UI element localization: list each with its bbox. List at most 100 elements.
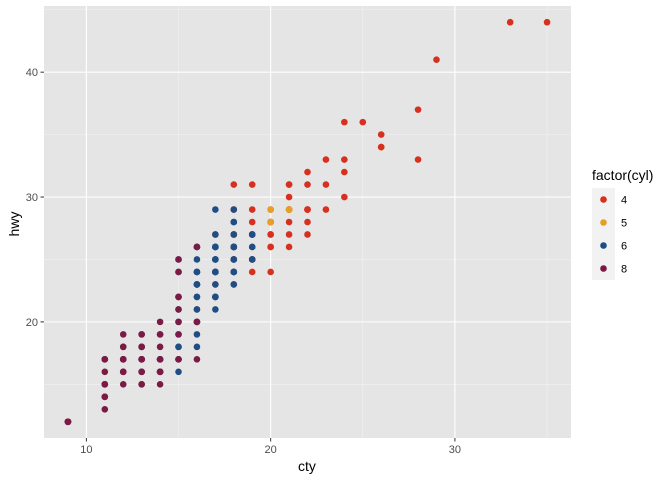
data-point-cyl-6 (193, 281, 201, 288)
data-point-cyl-4 (322, 181, 330, 188)
data-point-cyl-6 (230, 231, 238, 238)
data-point-cyl-8 (119, 368, 127, 376)
legend-swatch-5 (600, 219, 607, 226)
data-point-cyl-6 (212, 256, 219, 263)
data-point-cyl-8 (138, 381, 145, 388)
data-point-cyl-4 (543, 18, 551, 26)
legend: factor(cyl) 4 5 6 8 (592, 167, 653, 280)
data-point-cyl-6 (248, 243, 256, 251)
data-point-cyl-8 (138, 343, 145, 351)
y-tick-label: 30 (26, 192, 38, 204)
data-point-cyl-4 (248, 268, 256, 276)
data-point-cyl-8 (138, 331, 145, 338)
data-point-cyl-8 (119, 381, 127, 388)
data-point-cyl-6 (193, 306, 201, 313)
data-point-cyl-4 (359, 118, 367, 126)
data-point-cyl-6 (230, 281, 238, 288)
data-point-cyl-4 (248, 218, 256, 226)
legend-title: factor(cyl) (592, 167, 653, 183)
data-point-cyl-4 (285, 243, 293, 251)
data-point-cyl-6 (248, 231, 256, 238)
data-point-cyl-6 (193, 256, 201, 263)
data-point-cyl-6 (193, 331, 201, 338)
data-point-cyl-4 (267, 243, 274, 251)
data-point-cyl-8 (156, 368, 164, 376)
data-point-cyl-8 (156, 343, 164, 351)
data-point-cyl-4 (304, 206, 311, 213)
y-axis-title: hwy (6, 212, 22, 237)
data-point-cyl-8 (101, 405, 109, 413)
data-point-cyl-8 (175, 268, 182, 276)
data-point-cyl-4 (248, 206, 256, 213)
data-point-cyl-8 (101, 393, 109, 401)
data-point-cyl-4 (341, 168, 348, 176)
x-axis-ticks: 10 20 30 (80, 438, 461, 456)
minor-gridlines (44, 6, 571, 438)
data-point-cyl-6 (212, 268, 219, 276)
data-point-cyl-6 (212, 206, 219, 213)
data-point-cyl-4 (304, 168, 311, 176)
data-point-cyl-5 (285, 206, 293, 213)
data-point-cyl-4 (506, 18, 514, 26)
x-tick-label: 10 (80, 444, 92, 456)
data-point-cyl-8 (175, 256, 182, 263)
x-axis-title: cty (298, 458, 316, 474)
data-point-cyl-4 (341, 118, 348, 126)
data-point-cyl-4 (285, 181, 293, 188)
data-point-cyl-6 (248, 256, 256, 263)
data-point-cyl-5 (267, 218, 274, 226)
legend-swatch-6 (600, 242, 607, 249)
y-tick-label: 40 (26, 67, 38, 79)
data-point-cyl-8 (138, 368, 145, 376)
data-point-cyl-4 (433, 56, 440, 63)
data-point-cyl-4 (230, 181, 238, 188)
data-point-cyl-8 (175, 293, 182, 301)
data-point-cyl-4 (304, 218, 311, 226)
data-point-cyl-4 (414, 106, 422, 113)
data-point-cyl-4 (341, 193, 348, 201)
data-point-cyl-6 (175, 368, 182, 376)
data-point-cyl-6 (230, 206, 238, 213)
data-point-cyl-8 (156, 356, 164, 363)
data-point-cyl-4 (322, 206, 330, 213)
y-tick-label: 20 (26, 317, 38, 329)
data-point-cyl-4 (322, 156, 330, 163)
data-point-cyl-6 (230, 218, 238, 226)
data-point-cyl-8 (175, 356, 182, 363)
data-point-cyl-8 (119, 356, 127, 363)
data-point-cyl-4 (285, 193, 293, 201)
legend-label-5: 5 (621, 218, 627, 230)
legend-label-6: 6 (621, 241, 627, 253)
data-point-cyl-8 (101, 356, 109, 363)
y-axis-ticks: 20 30 40 (26, 67, 44, 329)
data-point-cyl-8 (138, 356, 145, 363)
data-point-cyl-8 (119, 331, 127, 338)
data-point-cyl-8 (175, 306, 182, 313)
data-point-cyl-6 (212, 231, 219, 238)
data-point-cyl-8 (156, 318, 164, 326)
data-point-cyl-8 (64, 418, 72, 426)
data-point-cyl-6 (175, 343, 182, 351)
data-point-cyl-8 (193, 356, 201, 363)
data-point-cyl-4 (304, 231, 311, 238)
data-point-cyl-6 (230, 268, 238, 276)
data-point-cyl-4 (341, 156, 348, 163)
legend-swatch-4 (600, 196, 607, 203)
data-point-cyl-8 (156, 381, 164, 388)
data-point-cyl-8 (193, 243, 201, 251)
data-point-cyl-4 (285, 231, 293, 238)
data-point-cyl-8 (175, 331, 182, 338)
data-point-cyl-4 (248, 181, 256, 188)
data-point-cyl-8 (101, 368, 109, 376)
data-point-cyl-4 (377, 131, 385, 138)
data-point-cyl-8 (101, 381, 109, 388)
legend-swatch-8 (600, 265, 607, 272)
legend-label-4: 4 (621, 195, 627, 207)
data-point-cyl-6 (212, 243, 219, 251)
data-point-cyl-5 (267, 206, 274, 213)
data-point-cyl-6 (212, 306, 219, 313)
x-tick-label: 20 (265, 444, 277, 456)
data-points (64, 18, 551, 426)
data-point-cyl-6 (193, 343, 201, 351)
